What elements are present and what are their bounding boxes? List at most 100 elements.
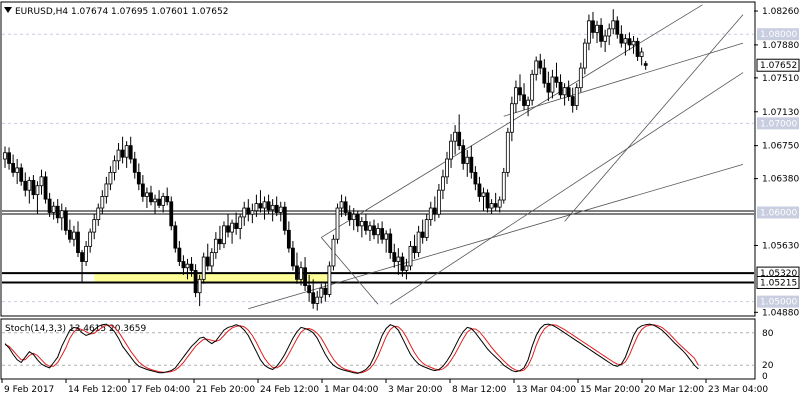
current-price-tag: [756, 58, 800, 72]
candle-body: [205, 256, 210, 267]
candle: [63, 207, 68, 235]
candle-body: [554, 76, 559, 83]
candle: [51, 201, 56, 220]
candle-body: [43, 176, 48, 200]
candle: [416, 225, 421, 258]
candle: [299, 261, 303, 286]
candle: [546, 71, 551, 102]
candle: [603, 29, 608, 53]
candle-body: [266, 201, 271, 211]
candle: [120, 136, 125, 164]
candle: [643, 60, 648, 70]
time-tick-label: 20 Mar 12:00: [644, 385, 704, 395]
candle: [23, 172, 28, 197]
level-tag-1.05000: [757, 295, 799, 308]
stochastic-window[interactable]: Stoch(14,3,3) 13.4615 20.3659 80 200: [0, 318, 774, 382]
candle-body: [392, 252, 397, 262]
candle: [327, 261, 332, 298]
candle: [574, 83, 579, 110]
candle-body: [582, 42, 587, 69]
candle-body: [238, 216, 243, 229]
candle: [534, 56, 539, 81]
candle-body: [404, 265, 409, 271]
candle-body: [31, 179, 36, 196]
candle: [250, 203, 255, 224]
candle-body: [128, 145, 133, 160]
candle: [570, 87, 575, 113]
candle-body: [84, 245, 88, 262]
candle: [161, 192, 166, 213]
candle-body: [213, 238, 218, 254]
stoch-signal-line: [4, 324, 699, 374]
candle: [205, 243, 210, 271]
candle: [505, 127, 510, 177]
candle: [522, 83, 526, 110]
candle: [88, 228, 93, 253]
time-tick-label: 23 Mar 04:00: [708, 385, 768, 395]
candle-body: [380, 228, 385, 240]
candle: [355, 210, 360, 233]
time-tick-label: 14 Feb 12:00: [68, 385, 127, 395]
level-label-1.06000: 1.06000: [760, 208, 797, 218]
candle: [582, 38, 587, 75]
candle: [481, 187, 486, 211]
candle-body: [112, 160, 117, 173]
horizontal-levels: [2, 33, 754, 303]
candle: [485, 189, 490, 213]
main-plot[interactable]: 1.08260 1.07880 1.07510 1.07130 1.06750 1.063…: [0, 1, 800, 318]
candle: [388, 228, 393, 259]
support-zone-fill: [94, 273, 330, 283]
channel-line: [503, 42, 744, 117]
candle: [347, 205, 352, 226]
candle: [623, 34, 628, 56]
candle: [222, 221, 226, 249]
candle-body: [177, 247, 182, 262]
candle: [19, 163, 24, 186]
candle: [432, 196, 437, 222]
price-tick-label: 1.06750: [762, 142, 799, 152]
candle: [339, 194, 344, 217]
candle: [84, 241, 88, 266]
candle-body: [526, 99, 530, 106]
stoch-level-label-0: 0: [762, 372, 768, 382]
candle: [173, 221, 178, 253]
candle-body: [23, 180, 28, 191]
time-axis: 9 Feb 2017 14 Feb 12:00 17 Feb 04:00 21 Feb…: [1, 379, 768, 395]
candle: [15, 159, 20, 184]
candle-body: [303, 267, 307, 286]
candle-body: [343, 201, 348, 213]
candle-body: [250, 210, 255, 215]
candle: [420, 219, 425, 244]
candle: [145, 187, 149, 209]
candle-body: [372, 225, 376, 236]
candle-body: [230, 222, 234, 233]
candle: [201, 252, 206, 284]
candle: [76, 221, 80, 258]
level-label-1.05320: 1.05320: [760, 269, 797, 279]
candle: [631, 35, 636, 54]
candle: [234, 212, 239, 235]
candle-body: [55, 205, 60, 219]
candle: [43, 171, 48, 204]
candle: [108, 166, 113, 191]
candle: [270, 199, 275, 222]
candle-body: [295, 265, 299, 280]
candle: [436, 183, 441, 218]
candle: [392, 243, 397, 268]
candle: [3, 146, 7, 168]
candle: [59, 203, 64, 231]
stochastic-grid: 80 200: [2, 329, 774, 382]
candle-body: [457, 131, 462, 147]
candle-body: [201, 256, 206, 280]
candle-body: [282, 206, 287, 231]
candle: [497, 196, 502, 213]
candle: [376, 223, 380, 244]
candle-body: [587, 20, 591, 44]
candle: [587, 14, 591, 51]
candle: [35, 181, 40, 215]
candle-body: [461, 145, 466, 164]
time-tick-label: 15 Mar 20:00: [580, 385, 640, 395]
level-tag-1.05215: [756, 275, 800, 289]
collapse-arrow-icon[interactable]: [4, 7, 12, 13]
